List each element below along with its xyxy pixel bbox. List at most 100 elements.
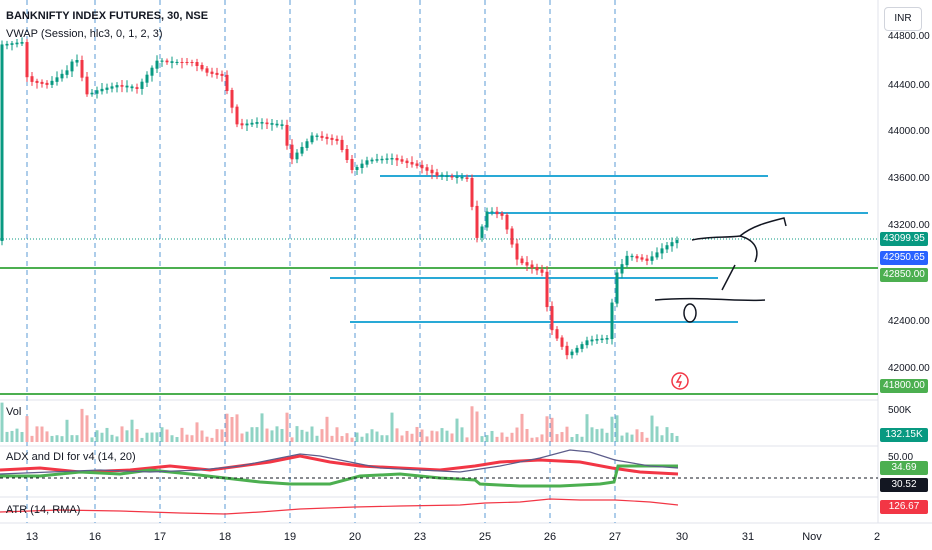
volume-bar xyxy=(630,434,634,442)
candle-body xyxy=(440,174,444,177)
volume-bar xyxy=(95,430,99,442)
currency-button[interactable]: INR xyxy=(884,7,922,31)
candle-body xyxy=(110,86,114,89)
candle-body xyxy=(155,60,159,69)
volume-bar xyxy=(595,429,599,442)
volume-bar xyxy=(335,427,339,442)
price-tick: 44800.00 xyxy=(888,31,930,42)
candle-body xyxy=(545,271,549,308)
volume-bar xyxy=(25,416,29,442)
volume-bar xyxy=(615,415,619,442)
candle-body xyxy=(635,256,639,259)
candle-body xyxy=(355,167,359,170)
volume-bar xyxy=(165,429,169,442)
candle-body xyxy=(140,81,144,89)
adx-lines xyxy=(0,449,878,488)
volume-bar xyxy=(530,437,534,442)
candle-body xyxy=(180,62,184,63)
volume-bar xyxy=(465,437,469,442)
candle-body xyxy=(35,80,39,83)
volume-bar xyxy=(215,429,219,442)
candle-body xyxy=(525,262,529,266)
alert-clock-icon[interactable] xyxy=(671,372,689,390)
candle-body xyxy=(295,152,299,160)
volume-bar xyxy=(435,431,439,442)
volume-bar xyxy=(295,426,299,442)
adx-badge-level: 30.52 xyxy=(880,478,928,492)
candle-body xyxy=(485,211,489,228)
volume-bar xyxy=(355,432,359,442)
volume-bar xyxy=(350,437,354,442)
candle-body xyxy=(400,159,404,162)
candle-body xyxy=(650,256,654,261)
candle-body xyxy=(510,228,514,245)
volume-bar xyxy=(660,435,664,442)
candle-body xyxy=(495,211,499,215)
candle-body xyxy=(395,158,399,161)
candle-body xyxy=(220,73,224,76)
volume-bar xyxy=(130,419,134,442)
volume-bar xyxy=(285,412,289,442)
volume-bar xyxy=(330,435,334,442)
candle-body xyxy=(225,74,229,91)
volume-bar xyxy=(675,435,679,442)
candle-body xyxy=(310,135,314,143)
volume-bar xyxy=(15,428,19,442)
volume-label[interactable]: Vol xyxy=(6,406,22,418)
volume-bar xyxy=(35,426,39,442)
candle-body xyxy=(100,88,104,92)
candle-body xyxy=(340,139,344,150)
vwap-label[interactable]: VWAP (Session, hlc3, 0, 1, 2, 3) xyxy=(6,28,163,40)
volume-bar xyxy=(620,435,624,442)
volume-bar xyxy=(105,427,109,442)
price-tick: 43200.00 xyxy=(888,220,930,231)
candle-body xyxy=(115,85,119,88)
candle-body xyxy=(190,62,194,63)
volume-bar xyxy=(365,433,369,442)
candle-body xyxy=(560,337,564,347)
volume-bar xyxy=(415,426,419,442)
candle-body xyxy=(65,70,69,75)
candle-body xyxy=(350,159,354,170)
volume-bar xyxy=(370,429,374,442)
volume-bar xyxy=(30,435,34,442)
candle-body xyxy=(205,68,209,73)
candle-body xyxy=(5,43,9,46)
candle-body xyxy=(585,340,589,346)
candle-body xyxy=(430,169,434,174)
volume-bar xyxy=(150,432,154,442)
atr-label[interactable]: ATR (14, RMA) xyxy=(6,504,81,516)
symbol-title[interactable]: BANKNIFTY INDEX FUTURES, 30, NSE xyxy=(6,10,209,22)
volume-bar xyxy=(495,436,499,442)
volume-bar xyxy=(225,413,229,442)
volume-bar xyxy=(420,429,424,442)
candle-body xyxy=(590,339,594,342)
hand-drawings[interactable] xyxy=(654,217,787,323)
volume-bar xyxy=(175,437,179,442)
candle-body xyxy=(410,162,414,165)
time-label: 30 xyxy=(675,531,689,543)
candle-body xyxy=(620,264,624,274)
time-label: 20 xyxy=(348,531,362,543)
candle-body xyxy=(125,85,129,88)
volume-bar xyxy=(75,435,79,442)
volume-bar xyxy=(205,436,209,442)
candle-body xyxy=(200,65,204,70)
volume-bar xyxy=(540,434,544,442)
volume-bar xyxy=(50,435,54,442)
atr-badge: 126.67 xyxy=(880,500,928,514)
candle-body xyxy=(10,43,14,45)
candle-body xyxy=(580,344,584,349)
volume-bar xyxy=(220,429,224,442)
volume-bar xyxy=(670,433,674,442)
candle-body xyxy=(435,172,439,176)
candle-body xyxy=(445,175,449,177)
volume-bar xyxy=(555,434,559,442)
adx-label[interactable]: ADX and DI for v4 (14, 20) xyxy=(6,451,136,463)
volume-bar xyxy=(280,428,284,442)
volume-bar xyxy=(55,435,59,442)
time-label: 26 xyxy=(543,531,557,543)
volume-bar xyxy=(480,436,484,442)
price-tick: 42000.00 xyxy=(888,363,930,374)
